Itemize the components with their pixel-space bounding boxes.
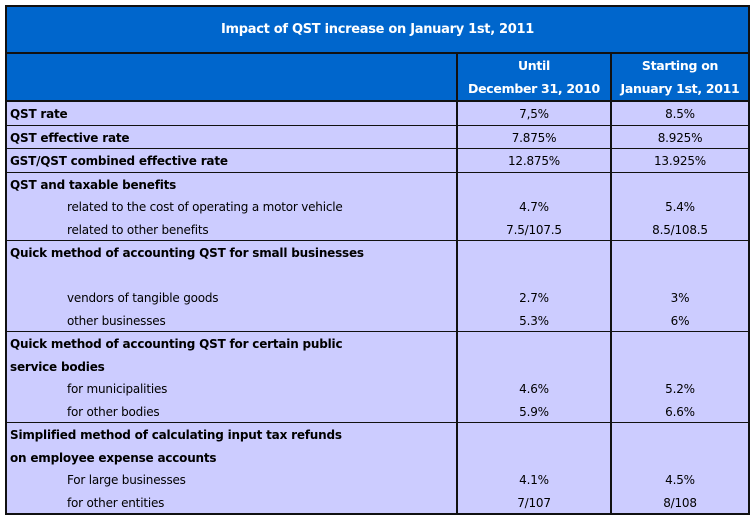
until-value: 4.6% xyxy=(519,382,549,396)
until-value: 7.5/107.5 xyxy=(506,222,562,237)
table-row-group: Quick method of accounting QST for small… xyxy=(7,241,748,332)
until-cell: 4.7% 7.5/107.5 xyxy=(458,172,612,240)
row-label: GST/QST combined effective rate xyxy=(10,154,228,168)
starting-value xyxy=(612,446,748,469)
row-label: Quick method of accounting QST for small… xyxy=(10,246,364,260)
starting-value: 4.5% xyxy=(665,473,695,487)
row-label: service bodies xyxy=(10,359,105,374)
header-starting-line2: January 1st, 2011 xyxy=(620,81,740,96)
table-body: QST rate 7,5% 8.5% QST effective rate 7.875%… xyxy=(7,102,748,513)
table-row-group: GST/QST combined effective rate 12.875% 13… xyxy=(7,149,748,173)
until-cell: 12.875% xyxy=(458,149,612,172)
starting-value: 3% xyxy=(670,291,690,305)
starting-cell: 8.5% xyxy=(612,102,748,125)
header-row: Until December 31, 2010 Starting on Janu… xyxy=(7,54,748,102)
starting-cell: 5.4% 8.5/108.5 xyxy=(612,173,748,241)
starting-value xyxy=(612,423,748,446)
until-value: 7,5% xyxy=(519,107,549,121)
starting-cell: 5.2% 6.6% xyxy=(612,332,748,422)
row-label: other businesses xyxy=(67,313,166,328)
starting-cell: 3% 6% xyxy=(612,241,748,331)
label-cell: QST effective rate xyxy=(7,125,458,148)
starting-value xyxy=(612,241,748,264)
starting-value: 8.5/108.5 xyxy=(652,222,708,237)
until-cell: 4.1% 7/107 xyxy=(458,423,612,513)
until-cell: 7.875% xyxy=(458,125,612,148)
starting-value: 8.5% xyxy=(665,107,695,121)
starting-value: 8/108 xyxy=(663,495,697,510)
until-value: 5.3% xyxy=(519,313,549,328)
until-cell: 2.7% 5.3% xyxy=(458,241,612,331)
row-label: for other bodies xyxy=(67,404,160,419)
row-label: QST and taxable benefits xyxy=(10,177,177,192)
row-label: related to the cost of operating a motor… xyxy=(67,200,343,214)
until-value: 4.1% xyxy=(519,473,549,487)
label-cell: Simplified method of calculating input t… xyxy=(7,423,458,513)
row-label: for other entities xyxy=(67,495,165,510)
starting-cell: 4.5% 8/108 xyxy=(612,423,748,513)
starting-value xyxy=(612,355,748,378)
until-value xyxy=(458,332,610,355)
row-label: on employee expense accounts xyxy=(10,450,217,465)
until-value xyxy=(458,173,610,196)
until-value: 5.9% xyxy=(519,404,549,419)
starting-value: 8.925% xyxy=(657,130,703,145)
starting-value: 5.2% xyxy=(665,382,695,396)
label-cell: Quick method of accounting QST for certa… xyxy=(7,332,458,422)
header-blank xyxy=(7,54,458,100)
until-value xyxy=(458,355,610,378)
label-cell: QST rate xyxy=(7,102,458,125)
label-cell: GST/QST combined effective rate xyxy=(7,149,458,172)
until-value: 7/107 xyxy=(517,495,551,510)
starting-value: 6% xyxy=(670,313,690,328)
starting-value xyxy=(612,332,748,355)
until-value xyxy=(458,423,610,446)
qst-impact-table: Impact of QST increase on January 1st, 2… xyxy=(5,5,750,515)
header-until-line1: Until xyxy=(517,58,551,73)
table-row-group: QST effective rate 7.875% 8.925% xyxy=(7,125,748,149)
row-label: For large businesses xyxy=(67,473,186,487)
header-until-line2: December 31, 2010 xyxy=(468,81,600,96)
row-label: QST effective rate xyxy=(10,130,130,145)
header-starting: Starting on January 1st, 2011 xyxy=(612,54,748,100)
row-label: QST rate xyxy=(10,107,68,121)
table-row-group: QST and taxable benefits related to the c… xyxy=(7,172,748,241)
until-value: 12.875% xyxy=(508,154,560,168)
until-value xyxy=(458,264,610,287)
starting-cell: 13.925% xyxy=(612,149,748,172)
starting-value xyxy=(612,173,748,196)
table-title: Impact of QST increase on January 1st, 2… xyxy=(7,7,748,54)
until-value: 4.7% xyxy=(519,200,549,214)
starting-value: 5.4% xyxy=(665,200,695,214)
row-label: Simplified method of calculating input t… xyxy=(10,428,342,442)
row-label: vendors of tangible goods xyxy=(67,291,219,305)
until-value: 2.7% xyxy=(519,291,549,305)
label-cell: Quick method of accounting QST for small… xyxy=(7,241,458,331)
row-label: related to other benefits xyxy=(67,222,209,237)
label-cell: QST and taxable benefits related to the c… xyxy=(7,172,458,240)
until-cell: 7,5% xyxy=(458,102,612,125)
table-row-group: QST rate 7,5% 8.5% xyxy=(7,102,748,126)
header-until: Until December 31, 2010 xyxy=(458,54,612,100)
table-row-group: Simplified method of calculating input t… xyxy=(7,423,748,513)
until-value xyxy=(458,446,610,469)
row-label: for municipalities xyxy=(67,382,168,396)
table-row-group: Quick method of accounting QST for certa… xyxy=(7,332,748,423)
until-value xyxy=(458,241,610,264)
header-starting-line1: Starting on xyxy=(641,58,719,73)
starting-value: 6.6% xyxy=(665,404,695,419)
row-label: Quick method of accounting QST for certa… xyxy=(10,337,343,351)
starting-cell: 8.925% xyxy=(612,126,748,149)
starting-value: 13.925% xyxy=(654,154,706,168)
until-cell: 4.6% 5.9% xyxy=(458,332,612,422)
until-value: 7.875% xyxy=(511,130,557,145)
starting-value xyxy=(612,264,748,287)
row-label xyxy=(7,264,456,287)
